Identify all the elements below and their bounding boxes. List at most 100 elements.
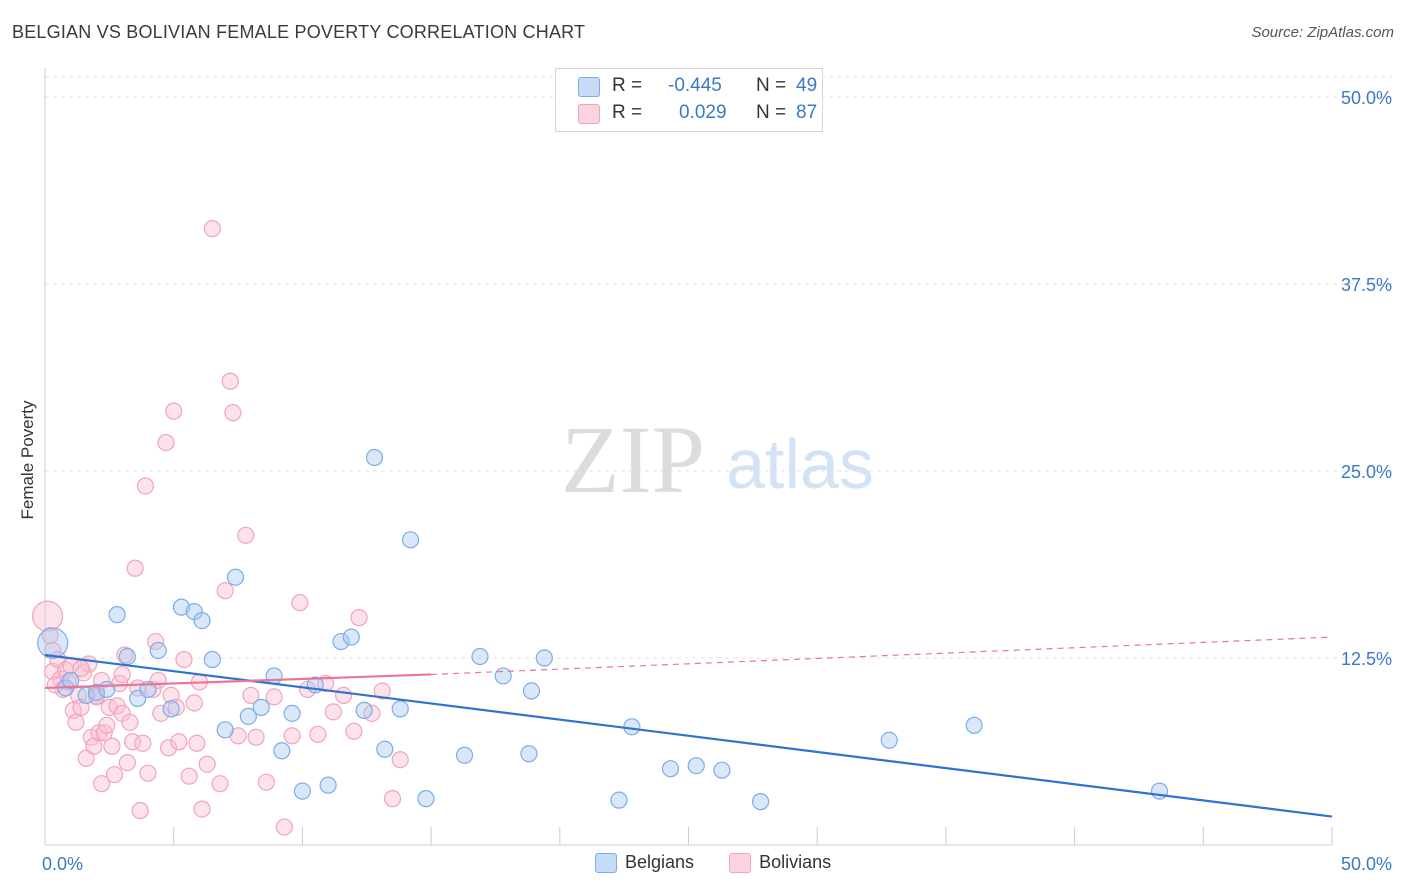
data-point-belgians xyxy=(172,598,191,616)
data-point-bolivians xyxy=(144,680,162,699)
data-point-belgians xyxy=(687,757,705,775)
y-tick-label: 50.0% xyxy=(1341,88,1392,108)
legend-item-belgians[interactable]: Belgians xyxy=(595,852,694,873)
data-point-belgians xyxy=(751,793,770,811)
legend-n-label: N = xyxy=(756,75,787,96)
data-point-belgians xyxy=(265,667,283,685)
data-point-bolivians xyxy=(121,713,139,731)
data-point-belgians xyxy=(455,746,474,764)
data-point-bolivians xyxy=(185,694,203,712)
data-point-bolivians xyxy=(383,790,402,808)
data-point-bolivians xyxy=(373,682,391,700)
data-point-bolivians xyxy=(131,801,149,820)
watermark-zip: ZIP xyxy=(561,406,705,513)
legend-swatch-belgians xyxy=(578,77,600,97)
watermark: ZIP atlas xyxy=(561,406,874,513)
legend-item-bolivians[interactable]: Bolivians xyxy=(729,852,831,873)
trend-line-bolivians xyxy=(44,673,432,690)
data-point-belgians xyxy=(149,641,167,660)
data-point-bolivians xyxy=(237,526,255,544)
data-point-bolivians xyxy=(283,727,301,745)
tick-labels: 12.5% 25.0% 37.5% 50.0% 0.0% 50.0% xyxy=(42,88,1392,874)
data-point-belgians xyxy=(355,701,373,719)
data-point-bolivians xyxy=(126,559,144,577)
data-point-bolivians xyxy=(324,703,342,721)
data-point-belgians xyxy=(252,698,270,716)
data-point-belgians xyxy=(108,606,126,624)
data-point-belgians xyxy=(471,647,489,666)
data-point-belgians xyxy=(401,531,420,549)
data-point-bolivians xyxy=(139,764,157,782)
data-point-bolivians xyxy=(165,402,183,420)
trend-line-bolivians-extension xyxy=(431,636,1333,676)
data-point-belgians xyxy=(661,760,680,778)
trend-lines xyxy=(44,636,1333,818)
legend-r-value: 0.029 xyxy=(679,102,727,123)
data-point-belgians xyxy=(216,721,234,739)
legend-r-label: R = xyxy=(612,102,643,123)
data-point-bolivians xyxy=(180,767,198,785)
data-point-bolivians xyxy=(291,594,309,612)
data-point-belgians xyxy=(273,742,291,760)
data-point-belgians xyxy=(193,611,211,630)
data-point-belgians xyxy=(283,704,301,722)
data-point-bolivians xyxy=(157,433,175,452)
data-point-bolivians xyxy=(93,775,111,793)
data-point-bolivians xyxy=(242,686,260,705)
x-tick-label: 0.0% xyxy=(42,854,83,874)
data-point-bolivians xyxy=(275,818,293,836)
chart-title: BELGIAN VS BOLIVIAN FEMALE POVERTY CORRE… xyxy=(12,22,586,42)
data-point-bolivians xyxy=(98,716,116,734)
source-note: Source: ZipAtlas.com xyxy=(1251,24,1394,41)
data-point-bolivians xyxy=(159,739,178,757)
data-point-belgians xyxy=(623,718,641,736)
data-point-bolivians xyxy=(211,775,229,793)
legend-n-value: 87 xyxy=(796,102,818,123)
legend-n-value: 49 xyxy=(796,75,818,96)
data-point-belgians xyxy=(376,740,394,758)
data-point-bolivians xyxy=(334,686,353,705)
data-point-bolivians xyxy=(203,220,221,238)
data-point-belgians xyxy=(239,707,257,725)
grid-lines xyxy=(45,76,1392,659)
data-point-belgians xyxy=(118,647,136,666)
legend-swatch-bolivians xyxy=(578,104,600,124)
data-point-bolivians xyxy=(188,734,206,752)
data-point-belgians xyxy=(62,671,80,690)
data-point-belgians xyxy=(87,683,106,702)
data-point-belgians xyxy=(417,790,435,808)
data-point-bolivians xyxy=(103,737,121,755)
data-point-bolivians xyxy=(118,754,136,772)
data-point-belgians xyxy=(1150,782,1169,800)
data-point-bolivians xyxy=(105,766,124,784)
data-point-bolivians xyxy=(136,477,154,495)
data-point-bolivians xyxy=(350,609,368,627)
data-point-bolivians xyxy=(345,722,363,740)
data-point-belgians xyxy=(98,680,116,699)
data-point-bolivians xyxy=(198,755,216,773)
x-tick-label: 50.0% xyxy=(1341,854,1392,874)
data-point-belgians xyxy=(880,731,898,749)
legend-label-bolivians: Bolivians xyxy=(759,852,832,872)
data-point-belgians xyxy=(494,667,512,685)
data-point-bolivians xyxy=(257,773,275,791)
data-point-belgians xyxy=(293,782,311,800)
data-point-bolivians xyxy=(152,704,170,722)
data-point-belgians xyxy=(365,448,384,467)
data-point-bolivians xyxy=(221,372,239,390)
data-point-bolivians xyxy=(193,800,211,818)
data-point-bolivians xyxy=(46,676,64,694)
y-tick-label: 25.0% xyxy=(1341,462,1392,482)
data-point-bolivians xyxy=(309,725,327,743)
legend-n-label: N = xyxy=(756,102,787,123)
data-point-bolivians xyxy=(113,665,131,684)
y-tick-label: 12.5% xyxy=(1341,649,1392,669)
legend-r-label: R = xyxy=(612,75,643,96)
legend-swatch-bolivians xyxy=(729,853,752,873)
data-point-bolivians xyxy=(67,713,85,731)
data-point-bolivians xyxy=(216,582,234,600)
data-point-belgians xyxy=(965,716,983,734)
data-point-bolivians xyxy=(265,688,283,706)
legend-label-belgians: Belgians xyxy=(625,852,695,872)
